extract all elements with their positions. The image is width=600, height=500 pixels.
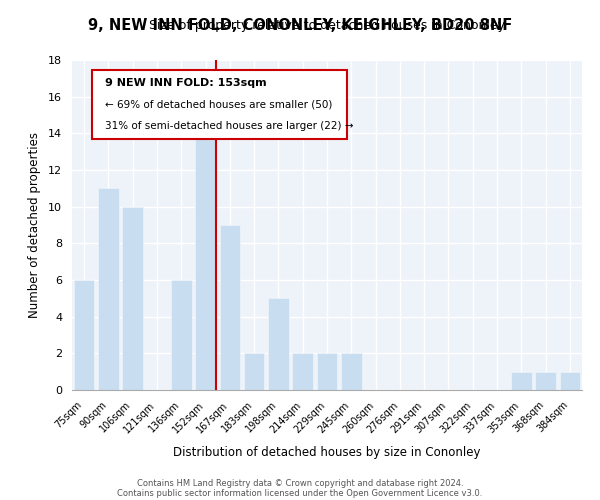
Bar bbox=[268, 298, 289, 390]
Bar bbox=[560, 372, 580, 390]
Bar bbox=[511, 372, 532, 390]
Bar bbox=[244, 354, 265, 390]
Bar bbox=[535, 372, 556, 390]
Bar bbox=[341, 354, 362, 390]
X-axis label: Distribution of detached houses by size in Cononley: Distribution of detached houses by size … bbox=[173, 446, 481, 458]
Bar bbox=[74, 280, 94, 390]
Bar bbox=[122, 206, 143, 390]
Text: 9 NEW INN FOLD: 153sqm: 9 NEW INN FOLD: 153sqm bbox=[105, 78, 267, 88]
Bar bbox=[292, 354, 313, 390]
Text: ← 69% of detached houses are smaller (50): ← 69% of detached houses are smaller (50… bbox=[105, 100, 332, 110]
Bar bbox=[220, 225, 240, 390]
Bar bbox=[317, 354, 337, 390]
Text: 31% of semi-detached houses are larger (22) →: 31% of semi-detached houses are larger (… bbox=[105, 121, 353, 131]
Text: Contains public sector information licensed under the Open Government Licence v3: Contains public sector information licen… bbox=[118, 488, 482, 498]
Bar bbox=[98, 188, 119, 390]
Title: Size of property relative to detached houses in Cononley: Size of property relative to detached ho… bbox=[149, 20, 505, 32]
Text: Contains HM Land Registry data © Crown copyright and database right 2024.: Contains HM Land Registry data © Crown c… bbox=[137, 478, 463, 488]
FancyBboxPatch shape bbox=[92, 70, 347, 139]
Bar bbox=[171, 280, 191, 390]
Text: 9, NEW INN FOLD, CONONLEY, KEIGHLEY, BD20 8NF: 9, NEW INN FOLD, CONONLEY, KEIGHLEY, BD2… bbox=[88, 18, 512, 32]
Y-axis label: Number of detached properties: Number of detached properties bbox=[28, 132, 41, 318]
Bar bbox=[195, 115, 216, 390]
